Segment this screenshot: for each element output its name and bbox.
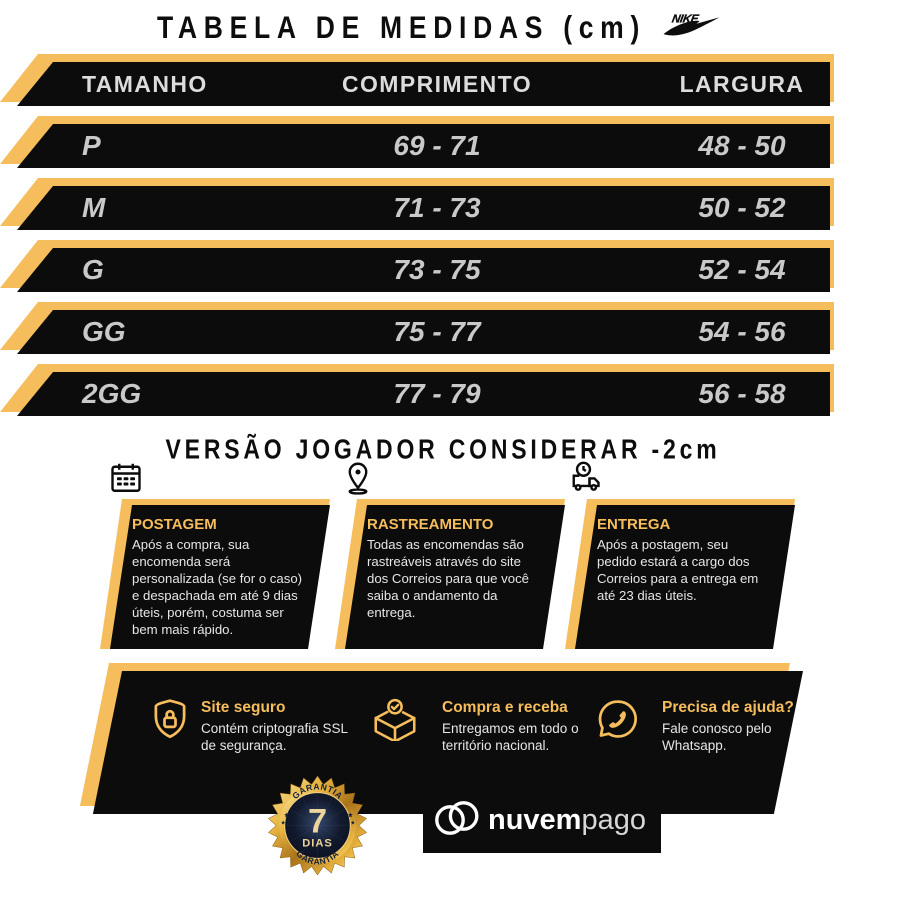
svg-text:DIAS: DIAS	[302, 838, 333, 850]
svg-text:7: 7	[308, 803, 327, 841]
